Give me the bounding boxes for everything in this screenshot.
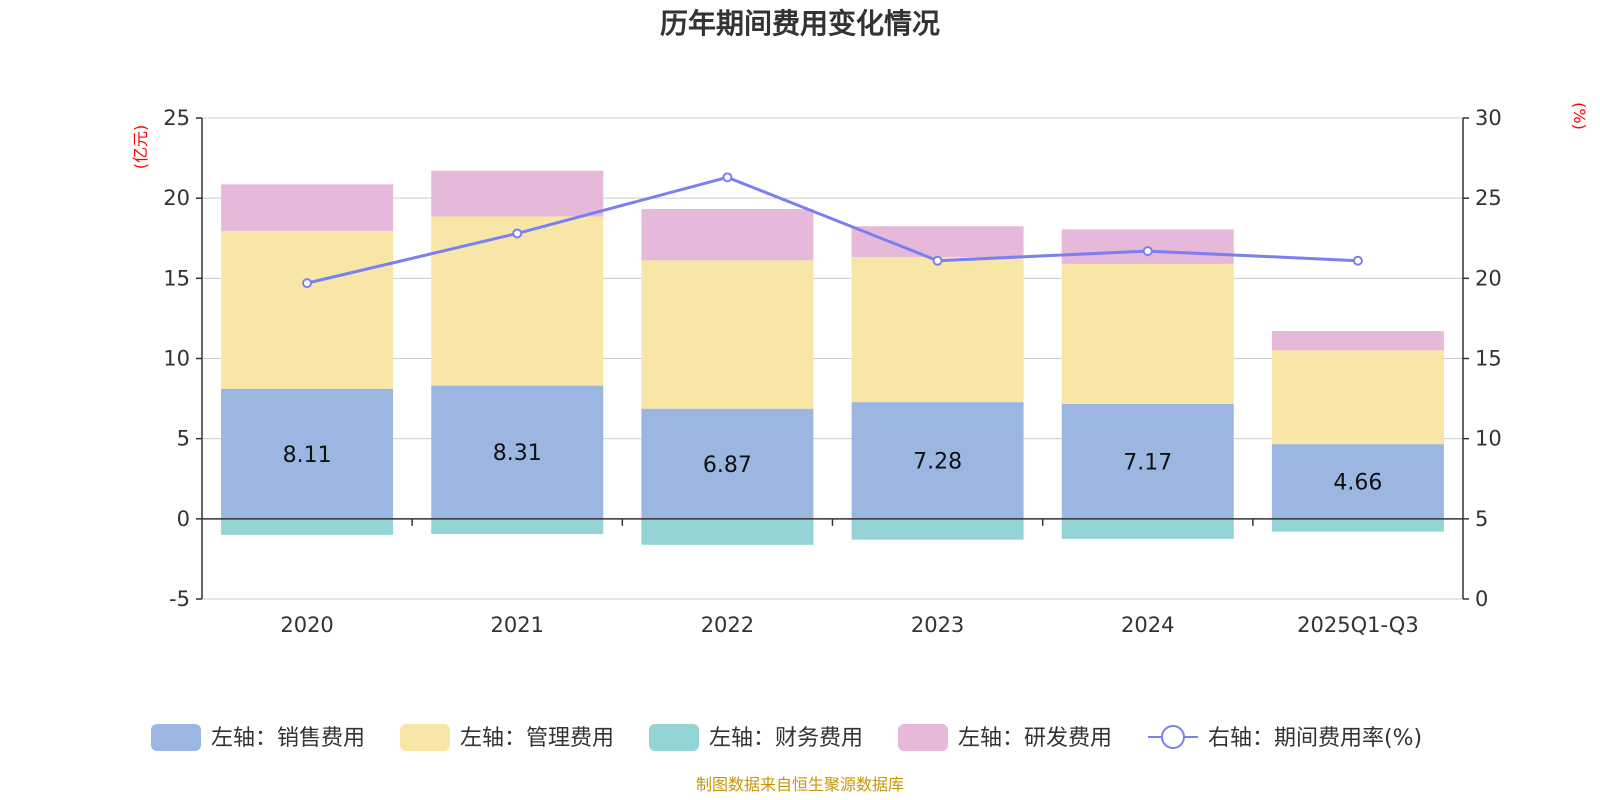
- left-axis-unit: (亿元): [131, 125, 150, 170]
- right-axis-unit: (%): [1570, 102, 1589, 130]
- left-tick-label: 25: [163, 106, 190, 130]
- x-tick-label: 2024: [1121, 613, 1174, 637]
- sales-value-label: 6.87: [703, 453, 752, 478]
- sales-value-label: 4.66: [1333, 470, 1382, 495]
- bar-sales: [431, 385, 604, 519]
- sales-value-label: 7.17: [1123, 450, 1172, 475]
- left-tick-label: 5: [177, 427, 190, 451]
- legend-swatch-marker: [1161, 725, 1185, 749]
- rate-point: [1352, 255, 1363, 266]
- bar-layer: [221, 170, 1444, 545]
- legend-swatch-admin: [400, 724, 450, 751]
- grid-layer: [202, 117, 1463, 600]
- bar-finance: [851, 518, 1024, 540]
- right-tick-label: 5: [1475, 507, 1488, 531]
- rate-point: [932, 255, 943, 266]
- left-tick-label: 20: [163, 186, 190, 210]
- x-tick-label: 2021: [491, 613, 544, 637]
- legend-swatch-sales: [151, 724, 201, 751]
- rate-point: [722, 172, 733, 183]
- legend-label-rate: 右轴：期间费用率(%): [1208, 726, 1422, 751]
- left-tick-label: 10: [163, 347, 190, 371]
- right-tick-label: 15: [1475, 347, 1502, 371]
- legend-label-finance: 左轴：财务费用: [709, 726, 863, 751]
- source-note: 制图数据来自恒生聚源数据库: [696, 775, 904, 794]
- bar-sales: [1271, 444, 1444, 519]
- bar-rnd: [851, 226, 1024, 258]
- x-tick-label: 2022: [701, 613, 754, 637]
- bar-rnd: [431, 170, 604, 217]
- bar-admin: [1271, 350, 1444, 445]
- left-tick-label: 0: [177, 507, 190, 531]
- legend-swatch-finance: [649, 724, 699, 751]
- bar-finance: [641, 518, 814, 545]
- bar-sales: [851, 402, 1024, 519]
- x-tick-label: 2023: [911, 613, 964, 637]
- x-tick-label: 2025Q1-Q3: [1297, 613, 1419, 637]
- label-layer: 8.11 8.31 6.87 7.28 7.17 4.66: [283, 441, 1383, 495]
- right-tick-label: 25: [1475, 186, 1502, 210]
- bar-sales: [221, 388, 394, 519]
- bar-admin: [851, 257, 1024, 403]
- bar-sales: [1061, 403, 1234, 519]
- bar-admin: [431, 216, 604, 386]
- line-layer: [302, 172, 1363, 289]
- axis-layer: -5 0 5 10 15 20 25 0 5 10 15 20 25 30 2020 2021 2022 2023…: [163, 106, 1501, 637]
- sales-value-label: 7.28: [913, 449, 962, 474]
- right-tick-label: 10: [1475, 427, 1502, 451]
- legend-label-rnd: 左轴：研发费用: [958, 726, 1112, 751]
- legend-label-admin: 左轴：管理费用: [460, 726, 614, 751]
- left-tick-label: 15: [163, 266, 190, 290]
- chart-title: 历年期间费用变化情况: [660, 7, 940, 40]
- bar-sales: [641, 408, 814, 519]
- right-tick-label: 30: [1475, 106, 1502, 130]
- rate-line: [306, 175, 1358, 285]
- bar-rnd: [221, 184, 394, 231]
- bar-admin: [221, 230, 394, 389]
- x-tick-label: 2020: [280, 613, 333, 637]
- legend: 左轴：销售费用 左轴：管理费用 左轴：财务费用 左轴：研发费用 右轴：期间费用率(%): [151, 724, 1422, 751]
- bar-rnd: [1271, 331, 1444, 351]
- rate-point: [512, 228, 523, 239]
- sales-value-label: 8.31: [493, 441, 542, 466]
- left-tick-label: -5: [169, 587, 190, 611]
- bar-finance: [431, 518, 604, 535]
- rate-point: [302, 278, 313, 289]
- rate-point: [1142, 246, 1153, 257]
- bar-finance: [1271, 518, 1444, 532]
- right-tick-label: 0: [1475, 587, 1488, 611]
- legend-swatch-rnd: [898, 724, 948, 751]
- sales-value-label: 8.11: [283, 443, 332, 468]
- legend-label-sales: 左轴：销售费用: [211, 726, 365, 751]
- bar-finance: [221, 518, 394, 535]
- bar-finance: [1061, 518, 1234, 539]
- bar-admin: [1061, 263, 1234, 404]
- bar-rnd: [641, 209, 814, 261]
- right-tick-label: 20: [1475, 266, 1502, 290]
- bar-admin: [641, 260, 814, 409]
